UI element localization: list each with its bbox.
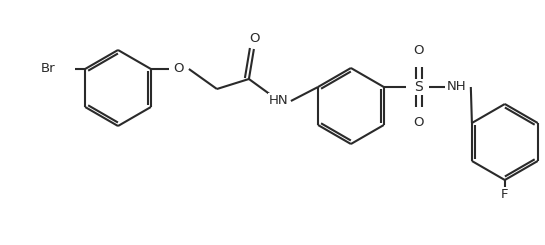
- Text: O: O: [414, 45, 424, 58]
- Text: HN: HN: [269, 95, 289, 108]
- Text: F: F: [501, 188, 508, 201]
- Text: O: O: [414, 117, 424, 130]
- Text: O: O: [250, 33, 260, 46]
- Text: NH: NH: [447, 81, 467, 94]
- Text: Br: Br: [40, 62, 55, 75]
- Text: S: S: [414, 80, 423, 94]
- Text: O: O: [174, 62, 184, 75]
